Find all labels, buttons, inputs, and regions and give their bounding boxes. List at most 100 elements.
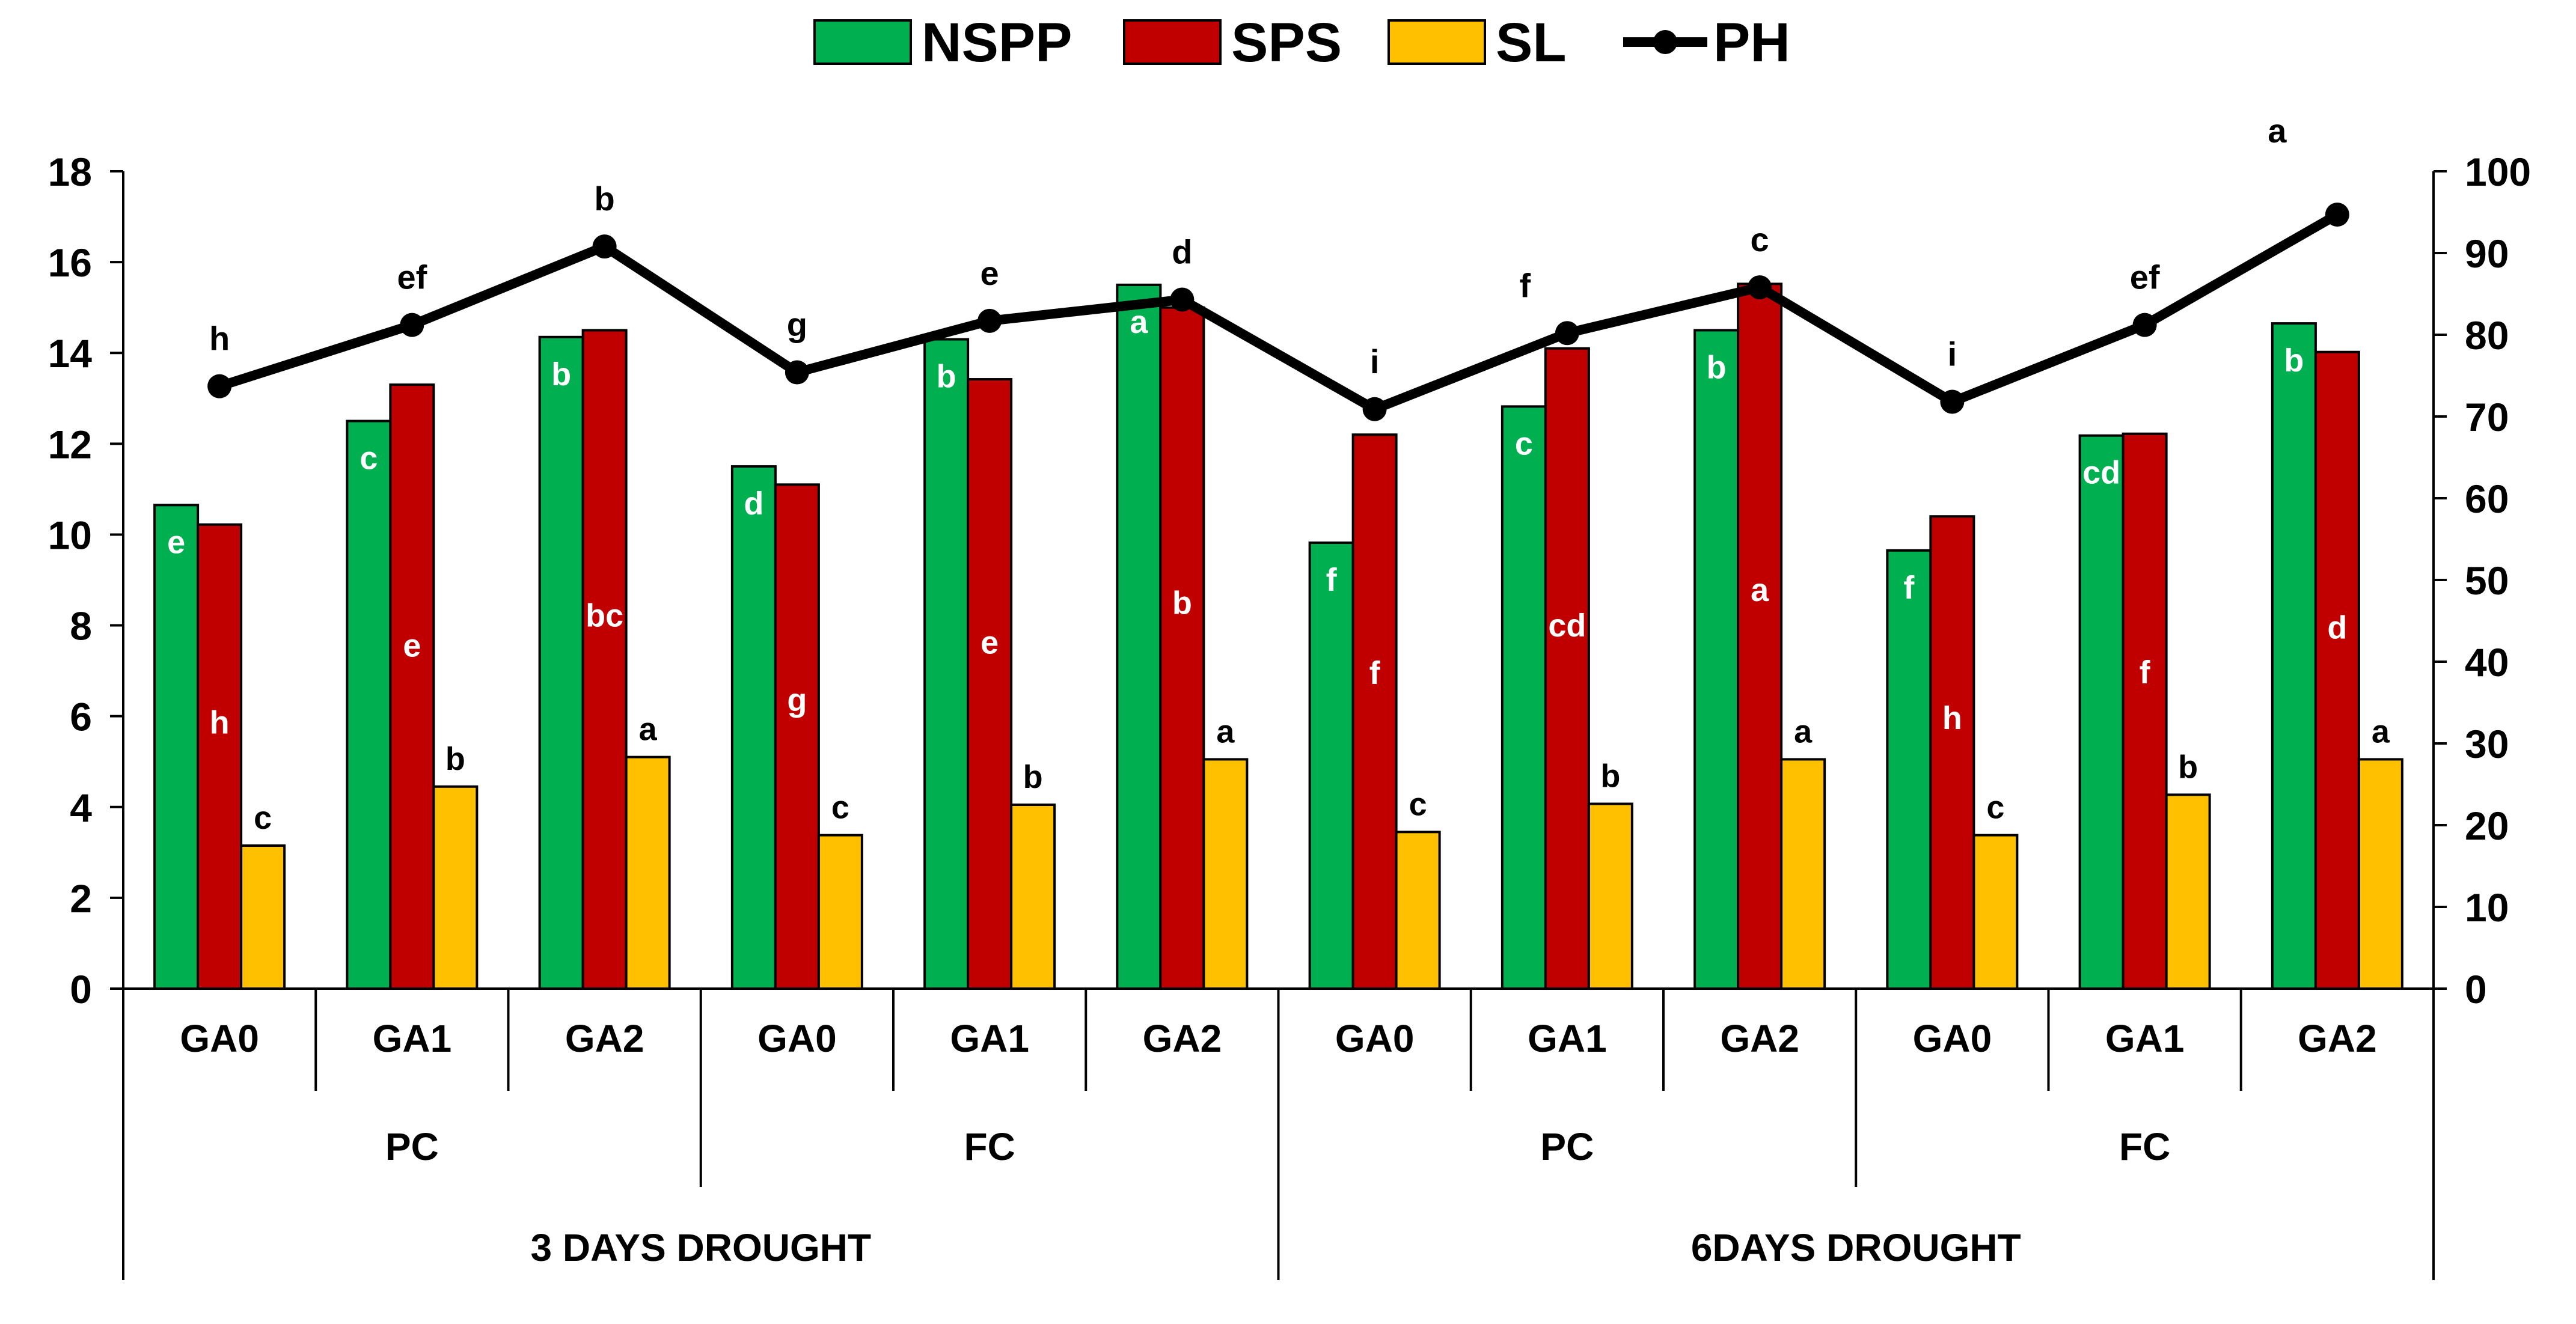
category-label: GA2 [1143,1017,1222,1060]
axes-layer: 0 2 4 6 8 10 12 14 16 18 0 10 20 30 40 50 60 70 80 90 100 GA0… [48,150,2531,1280]
letter-sps: g [787,683,807,719]
letter-sl: b [2178,749,2198,785]
letter-ph: d [1172,233,1192,271]
category-label: GA1 [1528,1017,1607,1060]
bar-nspp-2 [538,335,584,990]
letter-nspp: a [1130,304,1148,340]
letter-nspp: b [937,359,956,395]
letter-sl: c [831,790,849,826]
letter-sps: h [1942,700,1962,736]
bar-sl-10 [2165,793,2211,990]
legend-label-nspp: NSPP [922,12,1072,73]
group-label: PC [1540,1125,1594,1168]
bar-nspp-7 [1501,405,1547,990]
letter-ph: g [787,306,807,344]
letter-nspp: c [1515,426,1533,462]
letter-sps: d [2327,609,2347,645]
letter-sps: f [1369,655,1381,691]
ph-point [1362,397,1387,421]
letter-ph: e [981,254,999,292]
category-label: GA2 [1720,1017,1799,1060]
bar-nspp-0 [153,504,200,990]
legend-swatch-nspp [813,19,912,65]
letter-sps: bc [586,597,623,633]
letter-sps: h [210,704,230,740]
y-left-tick-label: 4 [70,786,92,830]
bar-sl-8 [1780,758,1826,990]
letter-sl: b [1023,759,1043,795]
bar-sps-0 [197,523,243,990]
letter-ph: h [209,320,230,358]
letter-sl: a [2372,713,2390,749]
y-right-tick-label: 50 [2465,558,2509,603]
bar-nspp-9 [1886,549,1932,990]
y-left-tick-label: 2 [70,876,92,921]
bar-nspp-5 [1116,283,1162,990]
bar-sl-1 [432,785,479,990]
letter-ph: ef [397,258,427,296]
letter-ph: i [1948,335,1957,373]
y-right-tick-label: 80 [2465,313,2509,358]
legend-label-sl: SL [1496,12,1567,73]
bar-sps-8 [1737,282,1783,990]
bar-sps-2 [581,329,628,990]
letter-sl: a [1216,713,1235,749]
letter-sps: cd [1548,608,1586,644]
letter-nspp: e [167,524,185,560]
y-right-tick-label: 90 [2465,231,2509,276]
ph-point [1555,321,1579,346]
category-label: GA0 [1335,1017,1415,1060]
letter-sl: c [1409,786,1427,822]
category-label: GA2 [2298,1017,2377,1060]
bar-sl-5 [1202,758,1249,990]
category-label: GA1 [2105,1017,2185,1060]
letter-nspp: b [1707,349,1727,385]
letter-nspp: b [551,356,571,392]
letter-nspp: d [744,486,763,522]
ph-point [2325,203,2349,227]
ph-point [1748,275,1772,300]
letter-sl: c [254,800,272,836]
ph-point [977,308,1002,333]
letter-ph: ef [2130,258,2160,296]
category-label: GA1 [373,1017,452,1060]
legend-swatch-sps [1123,19,1222,65]
letter-nspp: f [1903,570,1915,606]
bar-sps-9 [1929,515,1975,990]
y-right-tick-label: 0 [2465,967,2487,1011]
letter-nspp: f [1326,562,1338,598]
bar-sps-4 [967,378,1013,990]
category-label: GA2 [565,1017,644,1060]
category-label: GA0 [1913,1017,1992,1060]
letter-sl: a [1794,713,1813,749]
group-label: FC [964,1125,1015,1168]
bar-sps-6 [1351,433,1398,990]
letter-ph: a [2268,112,2287,150]
bar-sl-7 [1587,802,1633,990]
y-left-tick-label: 12 [48,422,92,466]
letters-layer: ecbdbafcbfcdbhebcgebfcdahfdcbacbacbacbah… [167,112,2390,836]
y-right-tick-label: 70 [2465,395,2509,439]
y-left-tick-label: 18 [48,150,92,194]
ph-line [218,210,2340,414]
letter-sps: f [2140,654,2151,691]
letter-sl: a [639,712,658,748]
bar-sps-11 [2314,350,2360,990]
ph-point [785,360,809,385]
bar-sl-3 [817,834,863,990]
y-right-tick-label: 60 [2465,477,2509,521]
letter-sps: a [1751,572,1769,608]
letter-sps: e [403,627,421,664]
y-right-tick-label: 30 [2465,722,2509,766]
treatment-label: 3 DAYS DROUGHT [530,1226,871,1269]
bar-sl-11 [2357,758,2403,990]
y-right-tick-label: 40 [2465,640,2509,685]
bar-sps-1 [389,383,435,990]
category-label: GA0 [757,1017,837,1060]
y-right-tick-label: 20 [2465,804,2509,848]
bar-sl-0 [240,844,286,990]
bar-sl-9 [1972,834,2019,990]
treatment-label: 6DAYS DROUGHT [1691,1226,2021,1269]
